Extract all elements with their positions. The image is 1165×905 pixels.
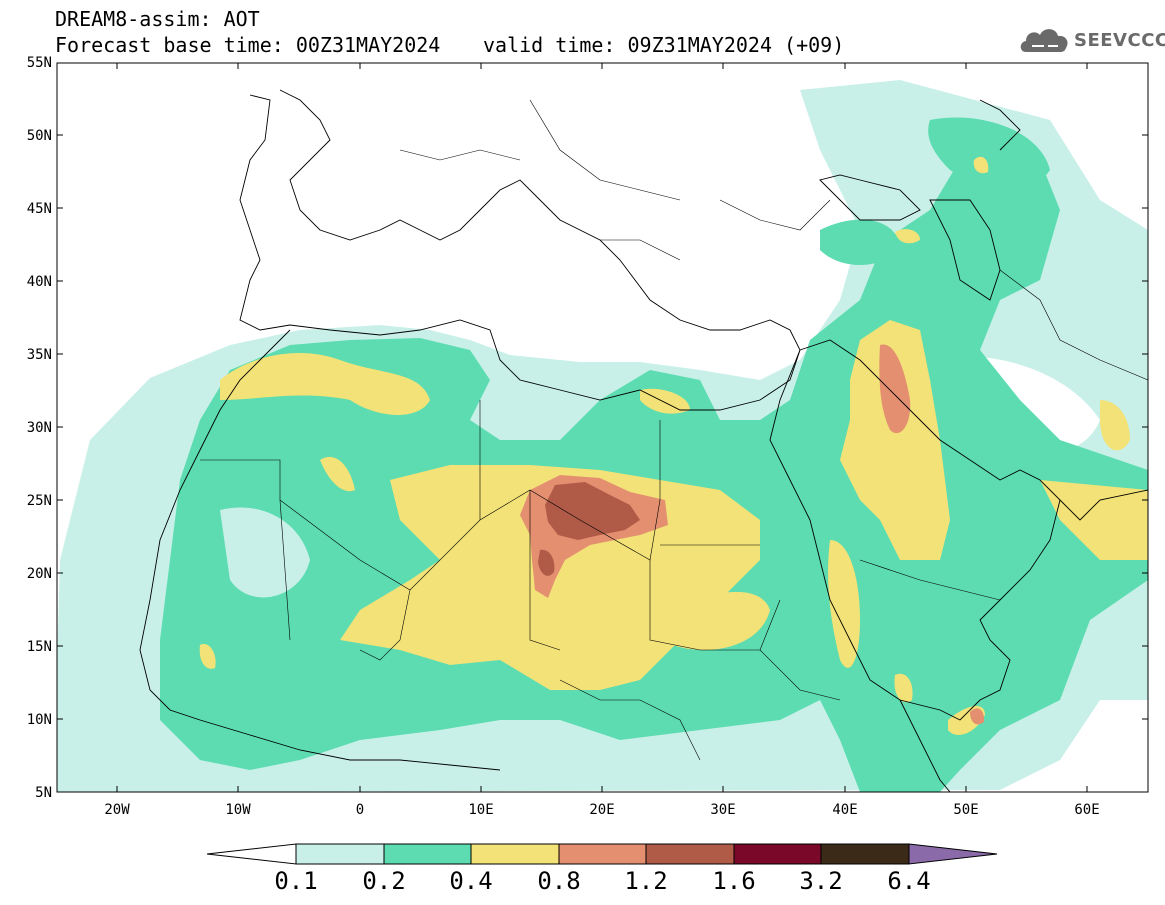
colorbar-tick-label: 1.6 — [712, 867, 756, 895]
colorbar-under-arrow — [206, 843, 297, 865]
lon-label: 10W — [225, 802, 251, 818]
seevccc-logo: SEEVCCC — [1018, 22, 1165, 56]
lon-label: 10E — [468, 802, 494, 818]
logo-text: SEEVCCC — [1074, 30, 1165, 51]
lat-label: 35N — [26, 347, 52, 363]
colorbar-tick-label: 0.8 — [537, 867, 581, 895]
aot-fields — [57, 80, 1148, 792]
colorbar-over-arrow — [908, 843, 998, 865]
colorbar-segment — [733, 843, 822, 865]
lon-label: 50E — [953, 802, 979, 818]
lat-label: 15N — [26, 639, 52, 655]
colorbar-segment — [558, 843, 647, 865]
lat-label: 45N — [26, 201, 52, 217]
lat-label: 25N — [26, 493, 52, 509]
colorbar-tick-label: 0.1 — [274, 867, 318, 895]
lon-label: 30E — [710, 802, 736, 818]
borders — [200, 99, 1148, 761]
colorbar-segment — [295, 843, 385, 865]
colorbar-segment — [820, 843, 910, 865]
lon-label: 20E — [589, 802, 615, 818]
lat-label: 40N — [26, 274, 52, 290]
colorbar-tick-label: 0.2 — [362, 867, 406, 895]
colorbar-segment — [470, 843, 560, 865]
lat-label: 55N — [26, 55, 52, 71]
lat-label: 50N — [26, 128, 52, 144]
colorbar-tick-label: 1.2 — [624, 867, 668, 895]
colorbar-segment — [383, 843, 472, 865]
lon-label: 0 — [355, 802, 365, 818]
cloud-icon — [1020, 29, 1068, 52]
colorbar-segment — [645, 843, 735, 865]
colorbar — [206, 843, 998, 865]
colorbar-tick-label: 6.4 — [887, 867, 931, 895]
lon-label: 20W — [104, 802, 130, 818]
coastlines — [139, 89, 1148, 792]
colorbar-tick-label: 0.4 — [449, 867, 493, 895]
chart-title: DREAM8-assim: AOT — [55, 7, 260, 31]
lat-label: 30N — [26, 420, 52, 436]
lon-label: 60E — [1074, 802, 1100, 818]
colorbar-tick-label: 3.2 — [799, 867, 843, 895]
forecast-base-time: Forecast base time: 00Z31MAY2024 — [55, 33, 441, 57]
lat-label: 20N — [26, 566, 52, 582]
valid-time: valid time: 09Z31MAY2024 (+09) — [483, 33, 845, 57]
axis-ticks — [57, 63, 1148, 792]
lat-label: 5N — [35, 785, 52, 801]
lat-label: 10N — [26, 712, 52, 728]
lon-label: 40E — [832, 802, 858, 818]
